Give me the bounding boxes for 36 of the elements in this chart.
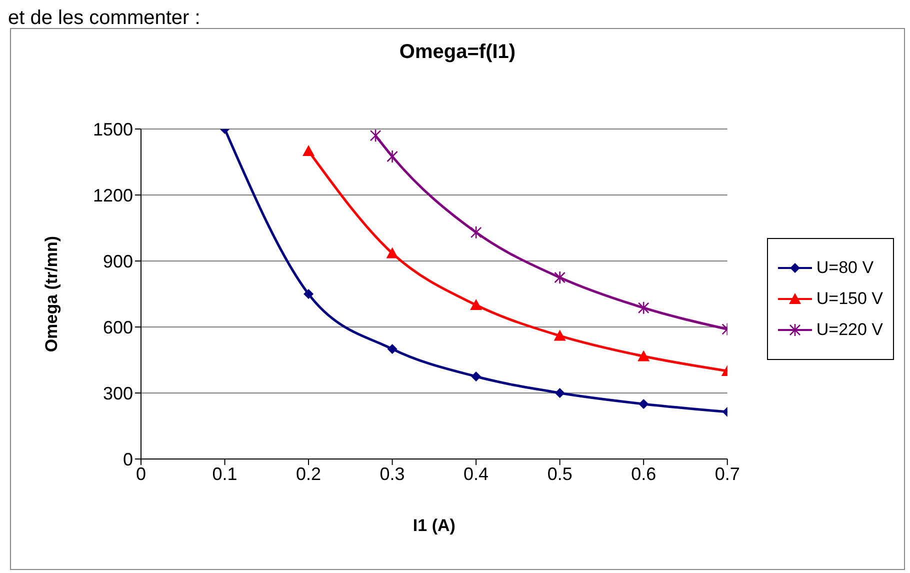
legend-label: U=80 V <box>816 258 874 278</box>
legend-label: U=220 V <box>816 320 883 340</box>
x-tick-label: 0.2 <box>296 464 322 484</box>
point <box>387 344 398 354</box>
x-tick-label: 0.1 <box>212 464 238 484</box>
x-tick-label: 0.4 <box>464 464 489 484</box>
point <box>554 270 566 284</box>
point <box>470 226 482 240</box>
y-tick-label: 1500 <box>92 119 133 140</box>
point <box>386 247 398 258</box>
chart-title: Omega=f(I1) <box>398 41 517 64</box>
y-tick-label: 0 <box>122 449 133 470</box>
point <box>304 289 314 299</box>
point <box>386 150 398 164</box>
point <box>554 388 565 398</box>
point <box>638 350 650 362</box>
x-axis-title: I1 (A) <box>412 516 456 535</box>
point <box>370 129 382 142</box>
point <box>638 399 649 409</box>
y-tick-label: 600 <box>102 317 133 338</box>
x-tick-label: 0 <box>136 464 146 484</box>
x-tick-label: 0.7 <box>714 464 740 484</box>
point <box>302 145 315 156</box>
y-tick-label: 900 <box>102 251 133 272</box>
x-tick-label: 0.3 <box>380 464 405 484</box>
point <box>638 301 650 315</box>
y-axis-title: Omega (tr/mn) <box>42 236 62 352</box>
x-tick-label: 0.6 <box>631 464 656 484</box>
legend-label: U=150 V <box>816 289 883 309</box>
y-tick-label: 300 <box>102 383 133 404</box>
x-tick-label: 0.5 <box>547 464 572 484</box>
point <box>554 330 566 341</box>
point <box>471 372 482 382</box>
text: et de les commenter : <box>8 7 202 29</box>
point <box>470 299 482 310</box>
y-tick-label: 1200 <box>92 185 133 206</box>
